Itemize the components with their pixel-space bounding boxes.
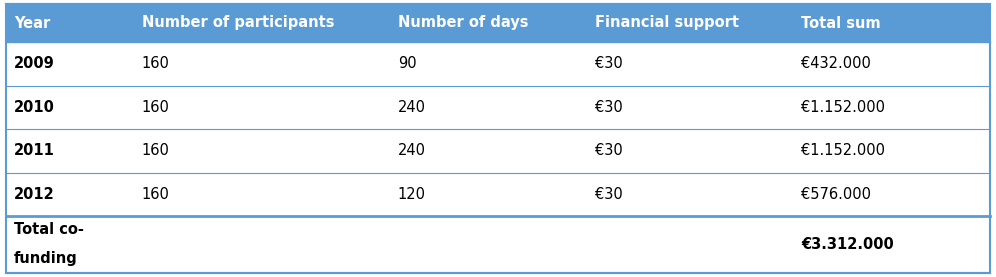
Text: funding: funding bbox=[14, 252, 78, 266]
Text: €432.000: €432.000 bbox=[801, 56, 872, 71]
Text: 2010: 2010 bbox=[14, 100, 55, 115]
Bar bbox=[6, 42, 990, 86]
Text: Number of participants: Number of participants bbox=[141, 16, 335, 30]
Text: Financial support: Financial support bbox=[595, 16, 739, 30]
Text: €1.152.000: €1.152.000 bbox=[801, 100, 885, 115]
Text: 2012: 2012 bbox=[14, 187, 55, 202]
Text: Total sum: Total sum bbox=[801, 16, 880, 30]
Text: €30: €30 bbox=[595, 100, 622, 115]
Text: Year: Year bbox=[14, 16, 50, 30]
Text: 160: 160 bbox=[141, 56, 169, 71]
Text: 160: 160 bbox=[141, 187, 169, 202]
Text: €576.000: €576.000 bbox=[801, 187, 872, 202]
Bar bbox=[6, 216, 990, 273]
Text: 120: 120 bbox=[397, 187, 425, 202]
Text: 90: 90 bbox=[397, 56, 416, 71]
Bar bbox=[6, 173, 990, 216]
Text: €1.152.000: €1.152.000 bbox=[801, 143, 885, 158]
Bar bbox=[6, 4, 990, 42]
Text: €3.312.000: €3.312.000 bbox=[801, 237, 894, 252]
Bar bbox=[6, 129, 990, 173]
Text: 2011: 2011 bbox=[14, 143, 55, 158]
Text: Total co-: Total co- bbox=[14, 222, 84, 237]
Text: 160: 160 bbox=[141, 143, 169, 158]
Text: 240: 240 bbox=[397, 100, 425, 115]
Text: €30: €30 bbox=[595, 143, 622, 158]
Text: 2009: 2009 bbox=[14, 56, 55, 71]
Text: 240: 240 bbox=[397, 143, 425, 158]
Bar bbox=[6, 86, 990, 129]
Text: 160: 160 bbox=[141, 100, 169, 115]
Text: €30: €30 bbox=[595, 56, 622, 71]
Text: €30: €30 bbox=[595, 187, 622, 202]
Text: Number of days: Number of days bbox=[397, 16, 528, 30]
